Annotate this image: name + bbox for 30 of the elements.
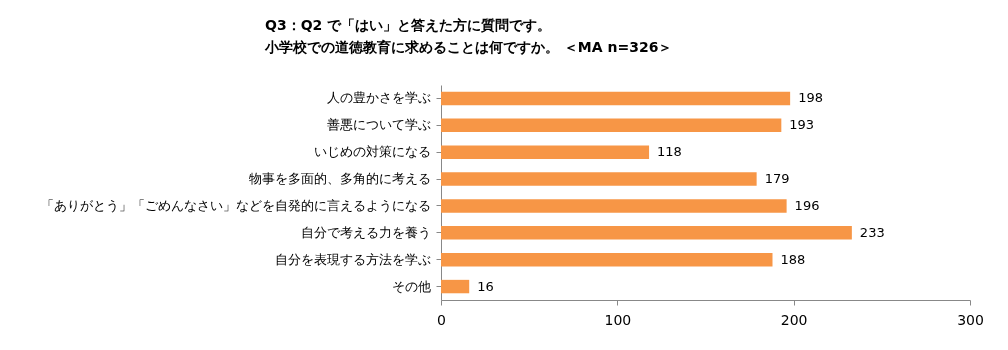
bar [441, 172, 757, 186]
bar [441, 118, 782, 133]
y-tick-label: 「ありがとう」「ごめんなさい」などを自発的に言えるようになる [40, 197, 431, 213]
x-tick-label: 200 [780, 311, 808, 328]
bar [441, 252, 773, 267]
data-label: 16 [477, 278, 494, 294]
data-label: 179 [764, 171, 790, 187]
bar [441, 226, 852, 240]
chart-subtitle: 小学校での道徳教育に求めることは何ですか。 ＜MA n=326＞ [264, 39, 673, 55]
y-tick-label: いじめの対策になる [313, 144, 431, 160]
bar [441, 199, 787, 213]
chart-title: Q3：Q2 で「はい」と答えた方に質問です。 [265, 17, 552, 33]
data-label: 118 [657, 144, 682, 160]
x-tick-label: 0 [437, 311, 446, 328]
y-tick-label: その他 [391, 278, 431, 294]
x-tick-label: 100 [604, 311, 632, 328]
y-tick-label: 自分を表現する方法を学ぶ [274, 251, 431, 267]
bar [441, 145, 650, 159]
y-tick-label: 人の豊かさを学ぶ [326, 90, 431, 106]
data-label: 196 [794, 197, 820, 213]
bar [441, 279, 470, 294]
data-label: 198 [798, 90, 823, 106]
bar [441, 91, 791, 106]
data-label: 233 [859, 224, 885, 240]
y-tick-label: 善悪について学ぶ [326, 117, 431, 133]
data-label: 188 [780, 251, 806, 267]
y-tick-label: 自分で考える力を養う [300, 224, 431, 240]
y-tick-label: 物事を多面的、多角的に考える [248, 171, 431, 187]
data-label: 193 [789, 117, 815, 133]
x-tick-label: 300 [957, 311, 984, 328]
